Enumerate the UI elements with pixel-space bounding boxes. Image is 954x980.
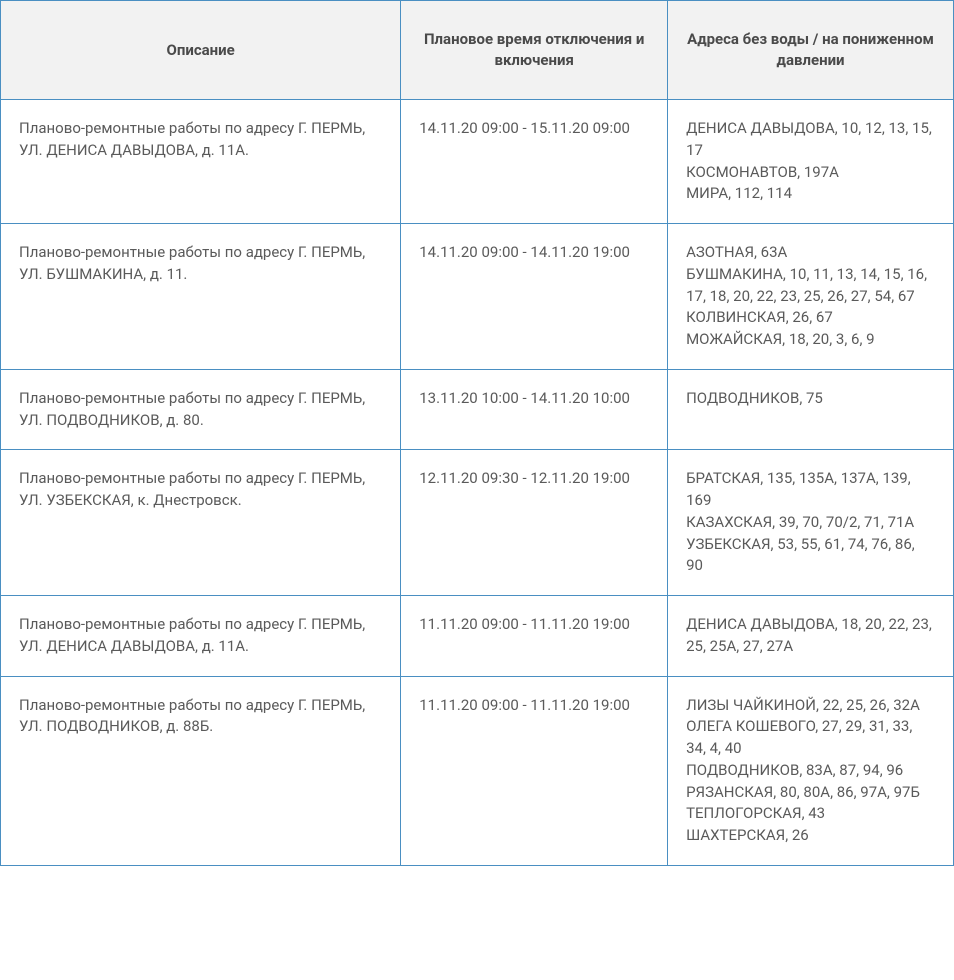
col-header-addresses: Адреса без воды / на пониженном давлении	[668, 1, 954, 100]
cell-description: Планово-ремонтные работы по адресу Г. ПЕ…	[1, 676, 401, 865]
cell-time: 12.11.20 09:30 - 12.11.20 19:00	[401, 450, 668, 596]
table-row: Планово-ремонтные работы по адресу Г. ПЕ…	[1, 100, 954, 224]
col-header-time: Плановое время отключения и включения	[401, 1, 668, 100]
address-line: УЗБЕКСКАЯ, 53, 55, 61, 74, 76, 86, 90	[686, 534, 935, 578]
address-line: БРАТСКАЯ, 135, 135А, 137А, 139, 169	[686, 468, 935, 512]
address-line: КОСМОНАВТОВ, 197А	[686, 162, 935, 184]
address-line: ПОДВОДНИКОВ, 75	[686, 388, 935, 410]
address-line: РЯЗАНСКАЯ, 80, 80А, 86, 97А, 97Б	[686, 782, 935, 804]
cell-description: Планово-ремонтные работы по адресу Г. ПЕ…	[1, 596, 401, 677]
address-line: ЛИЗЫ ЧАЙКИНОЙ, 22, 25, 26, 32А	[686, 695, 935, 717]
table-row: Планово-ремонтные работы по адресу Г. ПЕ…	[1, 369, 954, 450]
address-line: ШАХТЕРСКАЯ, 26	[686, 825, 935, 847]
cell-addresses: БРАТСКАЯ, 135, 135А, 137А, 139, 169КАЗАХ…	[668, 450, 954, 596]
cell-time: 13.11.20 10:00 - 14.11.20 10:00	[401, 369, 668, 450]
cell-time: 11.11.20 09:00 - 11.11.20 19:00	[401, 596, 668, 677]
cell-time: 14.11.20 09:00 - 15.11.20 09:00	[401, 100, 668, 224]
cell-addresses: ДЕНИСА ДАВЫДОВА, 18, 20, 22, 23, 25, 25А…	[668, 596, 954, 677]
cell-description: Планово-ремонтные работы по адресу Г. ПЕ…	[1, 450, 401, 596]
table-row: Планово-ремонтные работы по адресу Г. ПЕ…	[1, 676, 954, 865]
outage-table: Описание Плановое время отключения и вкл…	[0, 0, 954, 866]
cell-addresses: АЗОТНАЯ, 63АБУШМАКИНА, 10, 11, 13, 14, 1…	[668, 224, 954, 370]
address-line: ТЕПЛОГОРСКАЯ, 43	[686, 803, 935, 825]
address-line: ДЕНИСА ДАВЫДОВА, 10, 12, 13, 15, 17	[686, 118, 935, 162]
cell-time: 14.11.20 09:00 - 14.11.20 19:00	[401, 224, 668, 370]
table-row: Планово-ремонтные работы по адресу Г. ПЕ…	[1, 450, 954, 596]
address-line: ПОДВОДНИКОВ, 83А, 87, 94, 96	[686, 760, 935, 782]
cell-addresses: ЛИЗЫ ЧАЙКИНОЙ, 22, 25, 26, 32АОЛЕГА КОШЕ…	[668, 676, 954, 865]
address-line: ОЛЕГА КОШЕВОГО, 27, 29, 31, 33, 34, 4, 4…	[686, 716, 935, 760]
table-header: Описание Плановое время отключения и вкл…	[1, 1, 954, 100]
address-line: КОЛВИНСКАЯ, 26, 67	[686, 307, 935, 329]
address-line: АЗОТНАЯ, 63А	[686, 242, 935, 264]
cell-description: Планово-ремонтные работы по адресу Г. ПЕ…	[1, 369, 401, 450]
col-header-description: Описание	[1, 1, 401, 100]
address-line: КАЗАХСКАЯ, 39, 70, 70/2, 71, 71А	[686, 512, 935, 534]
cell-addresses: ПОДВОДНИКОВ, 75	[668, 369, 954, 450]
cell-addresses: ДЕНИСА ДАВЫДОВА, 10, 12, 13, 15, 17КОСМО…	[668, 100, 954, 224]
table-row: Планово-ремонтные работы по адресу Г. ПЕ…	[1, 596, 954, 677]
address-line: ДЕНИСА ДАВЫДОВА, 18, 20, 22, 23, 25, 25А…	[686, 614, 935, 658]
cell-description: Планово-ремонтные работы по адресу Г. ПЕ…	[1, 100, 401, 224]
address-line: БУШМАКИНА, 10, 11, 13, 14, 15, 16, 17, 1…	[686, 264, 935, 308]
cell-time: 11.11.20 09:00 - 11.11.20 19:00	[401, 676, 668, 865]
address-line: МОЖАЙСКАЯ, 18, 20, 3, 6, 9	[686, 329, 935, 351]
table-row: Планово-ремонтные работы по адресу Г. ПЕ…	[1, 224, 954, 370]
address-line: МИРА, 112, 114	[686, 183, 935, 205]
cell-description: Планово-ремонтные работы по адресу Г. ПЕ…	[1, 224, 401, 370]
table-body: Планово-ремонтные работы по адресу Г. ПЕ…	[1, 100, 954, 866]
